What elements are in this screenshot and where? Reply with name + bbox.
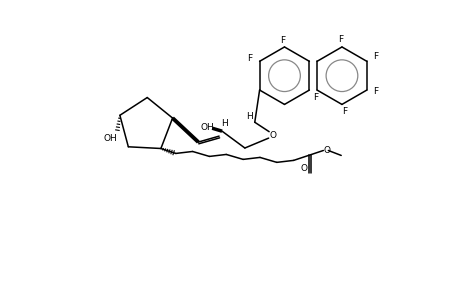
Text: O: O (269, 130, 275, 140)
Text: O: O (323, 146, 330, 155)
Text: F: F (372, 87, 377, 96)
Text: O: O (299, 164, 307, 173)
Text: F: F (338, 35, 343, 44)
Text: OH: OH (103, 134, 117, 142)
Text: H: H (220, 119, 227, 128)
Text: F: F (246, 54, 252, 63)
Text: OH: OH (200, 123, 213, 132)
Text: F: F (341, 107, 347, 116)
Text: F: F (280, 35, 285, 44)
Text: F: F (372, 52, 377, 62)
Text: F: F (313, 93, 318, 102)
Text: H: H (246, 112, 252, 121)
